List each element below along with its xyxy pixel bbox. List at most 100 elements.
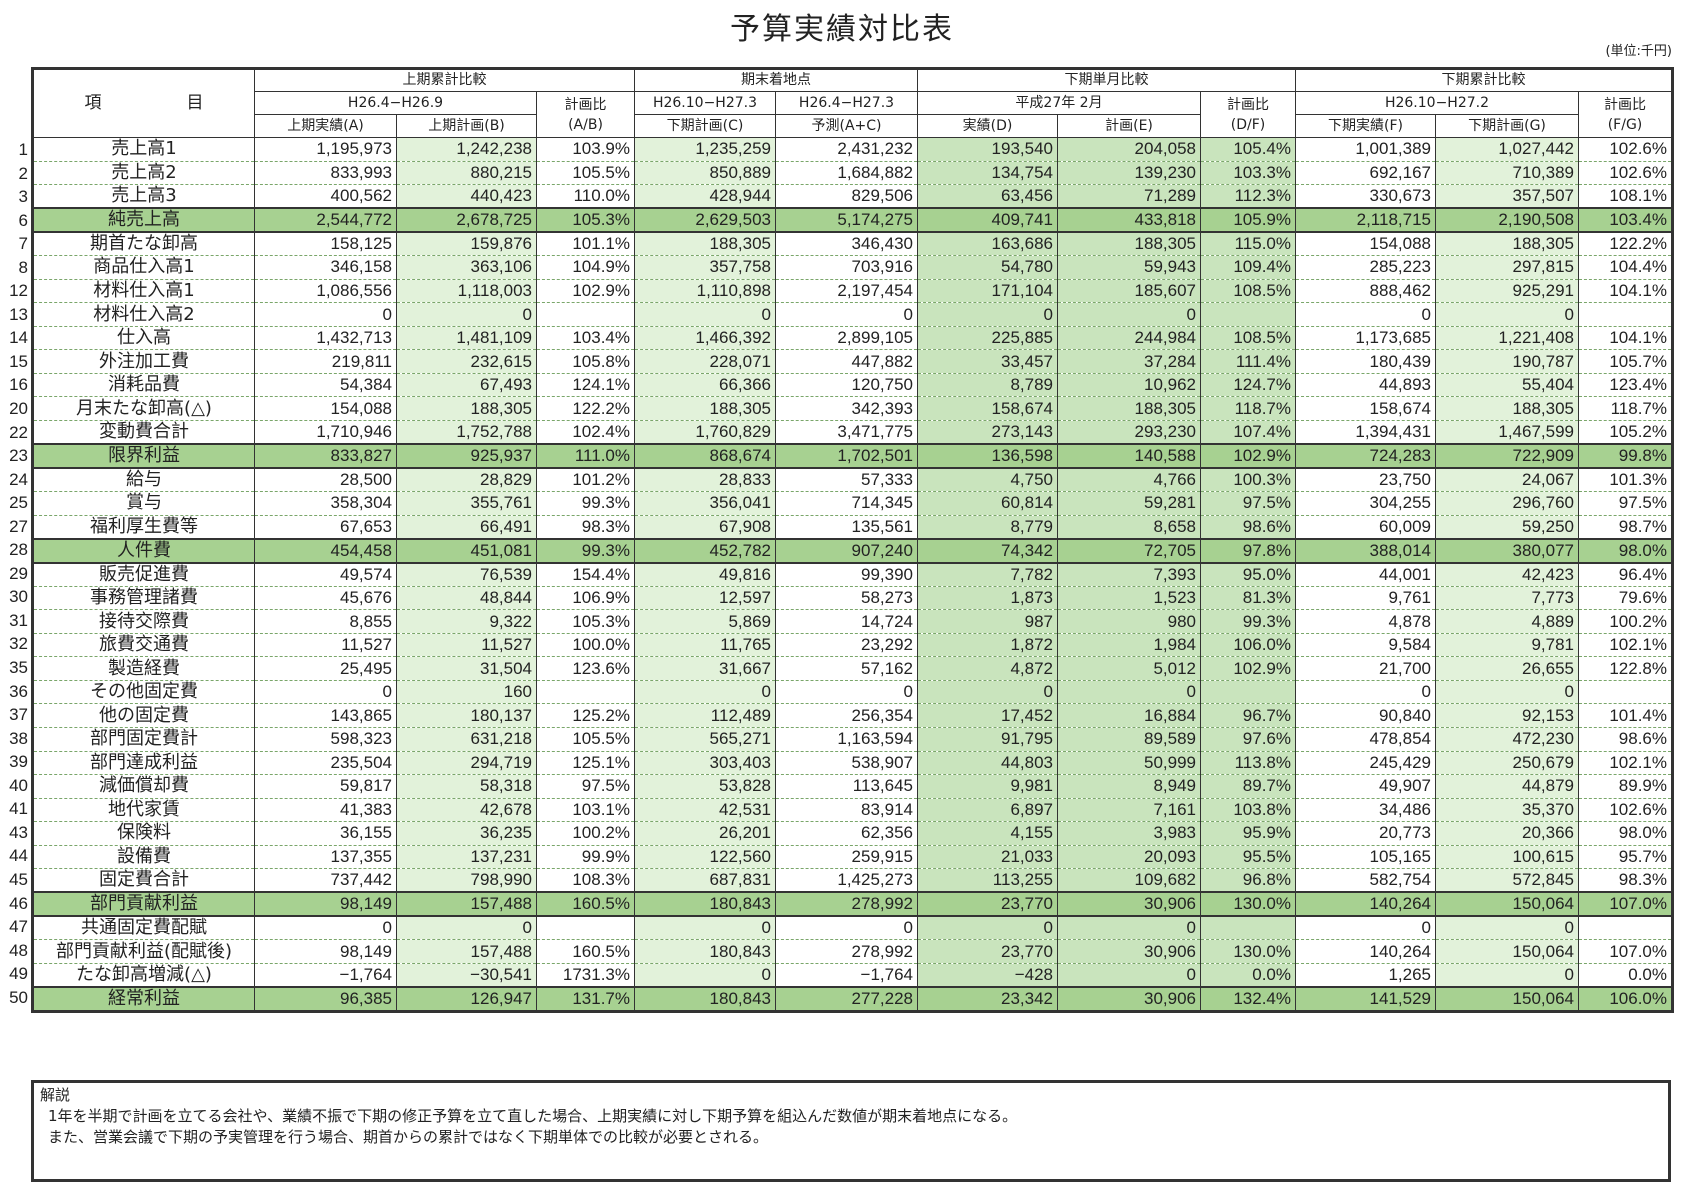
cell-ratio-fg: 108.1%: [1578, 184, 1673, 209]
cell-col-g: 35,370: [1435, 798, 1579, 823]
cell-col-a: −1,764: [254, 963, 397, 988]
cell-col-g: 24,067: [1435, 467, 1579, 493]
cell-col-e: 188,305: [1057, 231, 1201, 257]
cell-ratio-ab: 101.1%: [536, 231, 635, 257]
table-row: 販売促進費 49,574 76,539 154.4% 49,816 99,390 7,782…: [32, 561, 1673, 587]
cell-col-d: 158,674: [917, 396, 1058, 422]
cell-col-d: 7,782: [917, 561, 1058, 587]
cell-ratio-fg: 104.1%: [1578, 326, 1673, 351]
cell-col-c: 452,782: [634, 537, 776, 564]
cell-item: 商品仕入高1: [32, 255, 255, 280]
cell-col-g: 1,027,442: [1435, 137, 1579, 162]
cell-ratio-fg: 103.4%: [1578, 207, 1673, 234]
cell-ratio-fg: 0.0%: [1578, 963, 1673, 988]
cell-col-a: 49,574: [254, 561, 397, 587]
cell-col-e: 4,766: [1057, 467, 1201, 493]
cell-col-d: 74,342: [917, 537, 1058, 564]
cell-col-d: 4,155: [917, 821, 1058, 846]
cell-col-d: 9,981: [917, 774, 1058, 799]
table-row: 給与 28,500 28,829 101.2% 28,833 57,333 4,750 4,7…: [32, 467, 1673, 493]
cell-ratio-ab: 103.9%: [536, 137, 635, 162]
cell-col-d: 91,795: [917, 727, 1058, 752]
cell-ratio-fg: 118.7%: [1578, 396, 1673, 422]
cell-col-g: 42,423: [1435, 561, 1579, 587]
row-number: 37: [9, 705, 28, 725]
cell-ratio-fg: [1578, 680, 1673, 705]
cell-ratio-fg: 104.1%: [1578, 279, 1673, 304]
cell-col-f: 90,840: [1295, 703, 1436, 729]
table-row: 部門固定費計 598,323 631,218 105.5% 565,271 1,163,5…: [32, 727, 1673, 752]
cell-col-g: 188,305: [1435, 396, 1579, 422]
cell-col-ac: 1,684,882: [775, 161, 918, 186]
row-number: 38: [9, 728, 28, 748]
row-number: 25: [9, 493, 28, 513]
cell-col-a: 158,125: [254, 231, 397, 257]
cell-item: 部門固定費計: [32, 727, 255, 752]
cell-col-a: 0: [254, 680, 397, 705]
table-row: 材料仕入高2 0 0 0 0 0 0 0 0: [32, 302, 1673, 327]
cell-col-e: 0: [1057, 915, 1201, 941]
row-number: 47: [9, 917, 28, 937]
cell-col-f: 23,750: [1295, 467, 1436, 493]
cell-col-f: 1,394,431: [1295, 420, 1436, 445]
cell-col-e: 30,906: [1057, 891, 1201, 918]
cell-col-ac: 99,390: [775, 561, 918, 587]
cell-ratio-df: 103.8%: [1200, 798, 1296, 823]
cell-ratio-fg: 105.2%: [1578, 420, 1673, 445]
cell-col-e: 50,999: [1057, 751, 1201, 776]
cell-col-f: 0: [1295, 302, 1436, 327]
cell-col-b: 451,081: [396, 537, 537, 564]
cell-ratio-df: 97.5%: [1200, 491, 1296, 516]
header-period-ac: H26.4−H27.3: [775, 91, 918, 115]
cell-col-c: 228,071: [634, 349, 776, 374]
cell-ratio-fg: 98.0%: [1578, 537, 1673, 564]
cell-ratio-df: 113.8%: [1200, 751, 1296, 776]
cell-col-f: 140,264: [1295, 939, 1436, 964]
cell-ratio-df: 112.3%: [1200, 184, 1296, 209]
cell-item: 製造経費: [32, 656, 255, 681]
cell-ratio-fg: 89.9%: [1578, 774, 1673, 799]
cell-col-f: 245,429: [1295, 751, 1436, 776]
cell-col-d: −428: [917, 963, 1058, 988]
table-row: 売上高1 1,195,973 1,242,238 103.9% 1,235,259 2,4…: [32, 137, 1673, 162]
cell-ratio-fg: 97.5%: [1578, 491, 1673, 516]
cell-col-ac: 83,914: [775, 798, 918, 823]
row-number: 15: [9, 351, 28, 371]
cell-ratio-ab: 105.8%: [536, 349, 635, 374]
table-row: 売上高3 400,562 440,423 110.0% 428,944 829,506 63…: [32, 184, 1673, 209]
cell-ratio-df: [1200, 915, 1296, 941]
cell-ratio-ab: 99.3%: [536, 491, 635, 516]
cell-col-f: 724,283: [1295, 443, 1436, 470]
table-row: 外注加工費 219,811 232,615 105.8% 228,071 447,882 3…: [32, 349, 1673, 374]
cell-col-c: 188,305: [634, 396, 776, 422]
cell-ratio-ab: 110.0%: [536, 184, 635, 209]
cell-col-ac: 57,162: [775, 656, 918, 681]
cell-ratio-df: 108.5%: [1200, 279, 1296, 304]
cell-col-g: 0: [1435, 302, 1579, 327]
cell-col-ac: 0: [775, 302, 918, 327]
cell-col-d: 6,897: [917, 798, 1058, 823]
cell-col-c: 868,674: [634, 443, 776, 470]
cell-col-f: 692,167: [1295, 161, 1436, 186]
cell-col-ac: 1,163,594: [775, 727, 918, 752]
cell-col-d: 171,104: [917, 279, 1058, 304]
row-number: 43: [9, 822, 28, 842]
cell-ratio-ab: 100.0%: [536, 633, 635, 658]
table-row: 部門達成利益 235,504 294,719 125.1% 303,403 538,907…: [32, 751, 1673, 776]
table-row: 接待交際費 8,855 9,322 105.3% 5,869 14,724 987 980 99…: [32, 609, 1673, 634]
cell-col-g: 380,077: [1435, 537, 1579, 564]
cell-col-f: 2,118,715: [1295, 207, 1436, 234]
cell-col-ac: 62,356: [775, 821, 918, 846]
cell-ratio-df: 105.4%: [1200, 137, 1296, 162]
cell-col-d: 4,750: [917, 467, 1058, 493]
cell-col-c: 188,305: [634, 231, 776, 257]
cell-col-a: 137,355: [254, 845, 397, 870]
table-row: 福利厚生費等 67,653 66,491 98.3% 67,908 135,561 8,77…: [32, 515, 1673, 540]
cell-col-b: −30,541: [396, 963, 537, 988]
cell-col-a: 235,504: [254, 751, 397, 776]
cell-item: 部門貢献利益: [32, 891, 255, 918]
cell-col-e: 204,058: [1057, 137, 1201, 162]
table-row: 固定費合計 737,442 798,990 108.3% 687,831 1,425,27…: [32, 868, 1673, 893]
cell-ratio-ab: 123.6%: [536, 656, 635, 681]
cell-col-b: 440,423: [396, 184, 537, 209]
